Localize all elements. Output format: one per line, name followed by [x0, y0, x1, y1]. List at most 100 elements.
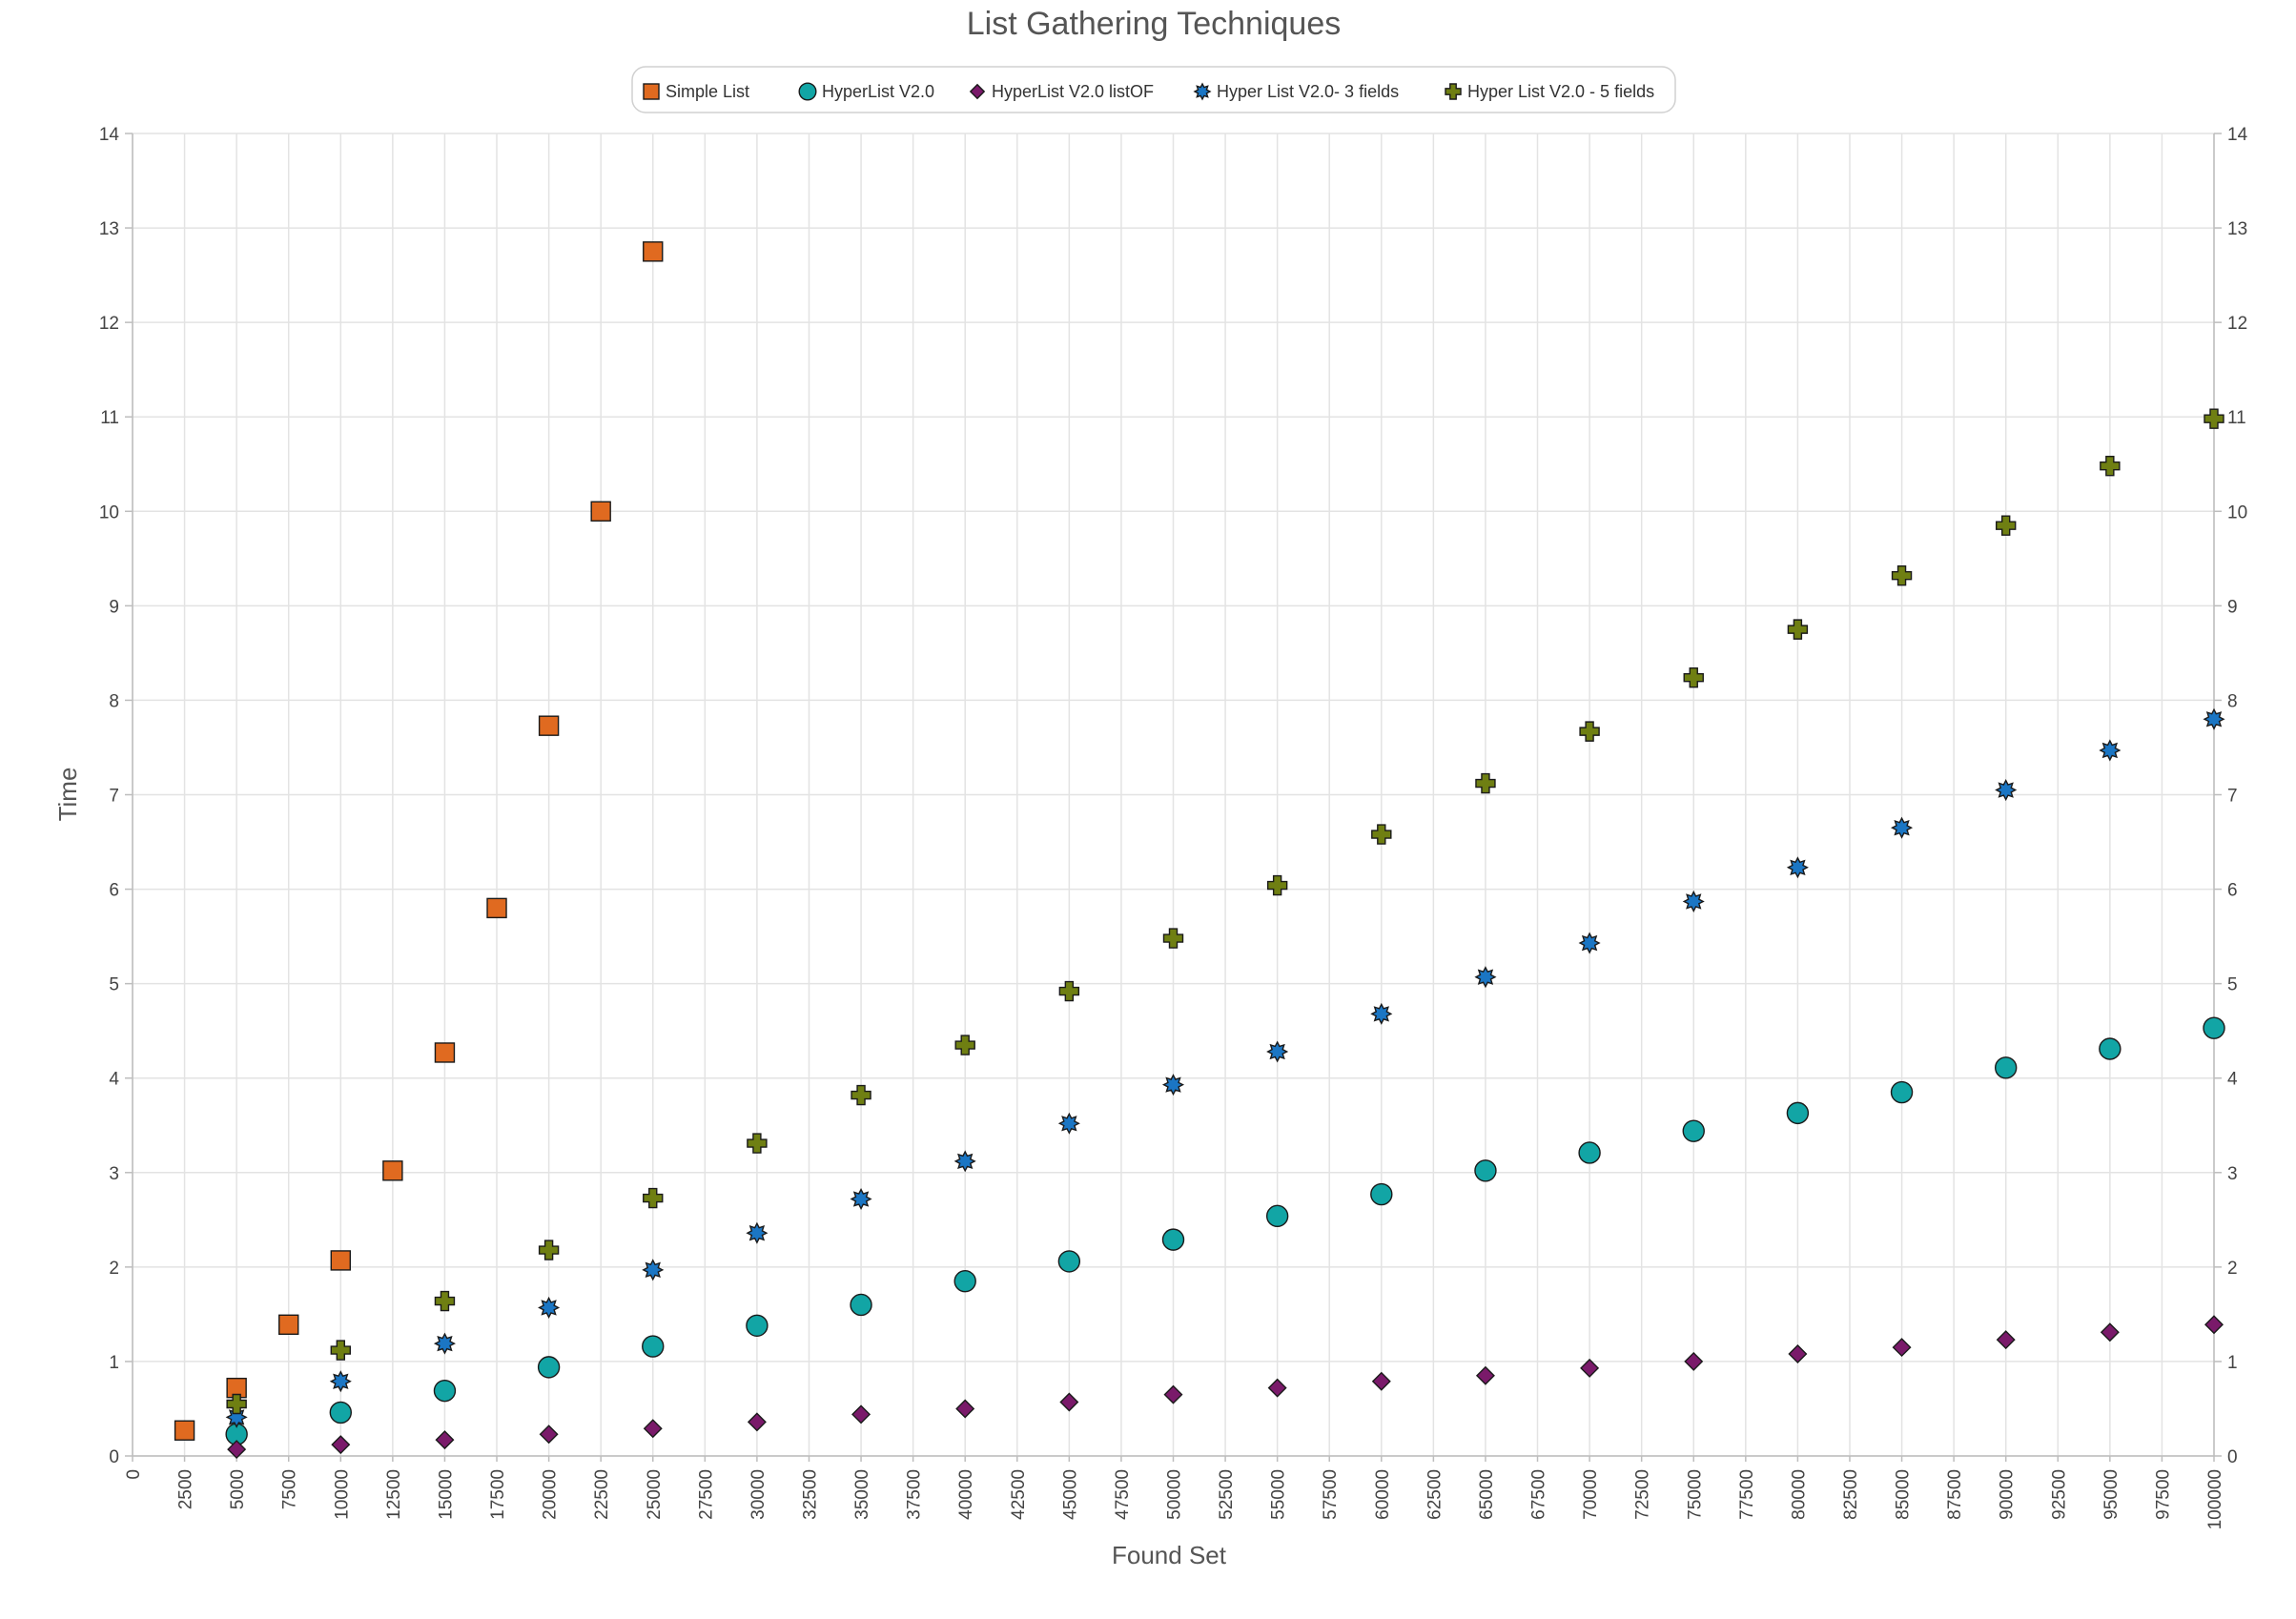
data-point-star — [1786, 856, 1809, 879]
data-point-star — [1266, 1040, 1289, 1063]
x-tick-label: 40000 — [956, 1469, 976, 1520]
data-point-square — [330, 1250, 351, 1271]
y-tick-label-left: 7 — [109, 787, 119, 807]
data-point-star — [329, 1370, 352, 1393]
data-point-cross — [1787, 619, 1809, 640]
x-tick-label: 97500 — [2153, 1469, 2173, 1520]
legend-label: Simple List — [666, 82, 749, 101]
data-point-cross — [330, 1340, 351, 1361]
x-tick-label: 50000 — [1165, 1469, 1185, 1520]
legend-marker-star-icon — [1193, 82, 1212, 101]
series-cross — [226, 408, 2224, 1415]
legend-marker-square-icon — [643, 83, 660, 100]
data-point-diamond — [331, 1435, 351, 1455]
y-tick-label-left: 10 — [99, 502, 119, 523]
data-point-cross — [1058, 980, 1080, 1002]
data-point-circle — [2203, 1016, 2225, 1039]
data-point-square — [174, 1420, 195, 1441]
data-point-circle — [1786, 1101, 1810, 1125]
x-tick-label: 0 — [124, 1469, 144, 1480]
legend-label: Hyper List V2.0 - 5 fields — [1467, 82, 1654, 101]
data-point-star — [538, 1296, 561, 1319]
x-tick-label: 2500 — [176, 1469, 196, 1509]
series-square — [174, 241, 664, 1441]
data-series — [174, 241, 2225, 1460]
data-point-cross — [2100, 456, 2121, 477]
data-point-cross — [1891, 564, 1913, 586]
data-point-cross — [1995, 515, 2017, 536]
series-circle — [225, 1016, 2225, 1445]
legend-item[interactable]: HyperList V2.0 — [798, 82, 934, 101]
data-point-diamond — [1580, 1358, 1600, 1378]
series-diamond — [227, 1315, 2224, 1460]
x-tick-label: 7500 — [280, 1469, 300, 1509]
y-tick-label-left: 14 — [99, 125, 120, 145]
data-point-circle — [329, 1401, 352, 1424]
x-tick-label: 52500 — [1217, 1469, 1237, 1520]
legend-item[interactable]: Simple List — [643, 82, 749, 101]
axes — [125, 133, 2222, 1462]
data-point-star — [1370, 1002, 1393, 1025]
data-point-cross — [851, 1084, 871, 1106]
data-point-cross — [954, 1035, 975, 1055]
y-tick-label-left: 12 — [99, 314, 119, 334]
data-point-square — [643, 241, 664, 262]
y-axis-label: Time — [53, 768, 82, 822]
data-point-diamond — [1267, 1378, 1287, 1398]
x-tick-label: 25000 — [645, 1469, 665, 1520]
data-point-circle — [1057, 1250, 1081, 1273]
legend-marker-diamond-icon — [969, 83, 986, 100]
data-point-diamond — [1163, 1384, 1183, 1404]
legend-item[interactable]: Hyper List V2.0- 3 fields — [1193, 82, 1399, 101]
data-point-circle — [433, 1379, 457, 1403]
data-point-diamond — [955, 1399, 975, 1419]
x-tick-label: 30000 — [748, 1469, 769, 1520]
x-axis-label: Found Set — [1112, 1541, 1227, 1569]
x-tick-label: 10000 — [332, 1469, 352, 1520]
data-point-circle — [953, 1270, 976, 1293]
y-tick-label-left: 8 — [109, 691, 119, 711]
x-tick-label: 42500 — [1009, 1469, 1029, 1520]
x-tick-label: 17500 — [488, 1469, 508, 1520]
y-tick-label-right: 11 — [2227, 408, 2246, 428]
data-point-star — [1891, 816, 1914, 839]
x-tick-label: 65000 — [1477, 1469, 1497, 1520]
y-tick-label-right: 4 — [2227, 1070, 2238, 1090]
y-tick-label-right: 1 — [2227, 1353, 2238, 1373]
data-point-square — [590, 501, 611, 522]
legend-label: HyperList V2.0 — [822, 82, 934, 101]
x-tick-label: 85000 — [1894, 1469, 1914, 1520]
x-tick-label: 92500 — [2049, 1469, 2069, 1520]
y-tick-label-right: 14 — [2227, 125, 2248, 145]
legend-item[interactable]: Hyper List V2.0 - 5 fields — [1445, 82, 1654, 101]
data-point-diamond — [1371, 1371, 1391, 1391]
data-point-diamond — [1996, 1330, 2016, 1350]
data-point-circle — [642, 1335, 665, 1358]
data-point-square — [382, 1160, 403, 1181]
data-point-circle — [1890, 1080, 1914, 1104]
data-point-cross — [1683, 666, 1704, 688]
data-point-cross — [1266, 874, 1288, 896]
data-point-star — [433, 1332, 456, 1355]
data-point-diamond — [435, 1430, 455, 1450]
data-point-circle — [1474, 1159, 1497, 1182]
data-point-cross — [643, 1187, 664, 1209]
data-point-square — [278, 1314, 299, 1335]
x-tick-label: 75000 — [1685, 1469, 1705, 1520]
legend-box — [631, 66, 1676, 113]
data-point-cross — [747, 1133, 768, 1154]
legend-marker-circle-icon — [798, 82, 817, 101]
x-tick-label: 90000 — [1998, 1469, 2018, 1520]
y-tick-label-right: 13 — [2227, 219, 2247, 239]
data-point-diamond — [747, 1412, 767, 1432]
tick-labels: 0 2500 5000 7500 10000 12500 15000 17500 20000 22… — [99, 125, 2248, 1529]
data-point-circle — [2099, 1037, 2122, 1060]
x-tick-label: 37500 — [905, 1469, 925, 1520]
data-point-star — [225, 1405, 248, 1428]
data-point-circle — [746, 1314, 769, 1337]
x-tick-label: 27500 — [696, 1469, 716, 1520]
data-point-star — [1057, 1112, 1080, 1135]
x-tick-label: 60000 — [1373, 1469, 1393, 1520]
legend-item[interactable]: HyperList V2.0 listOF — [969, 82, 1154, 101]
